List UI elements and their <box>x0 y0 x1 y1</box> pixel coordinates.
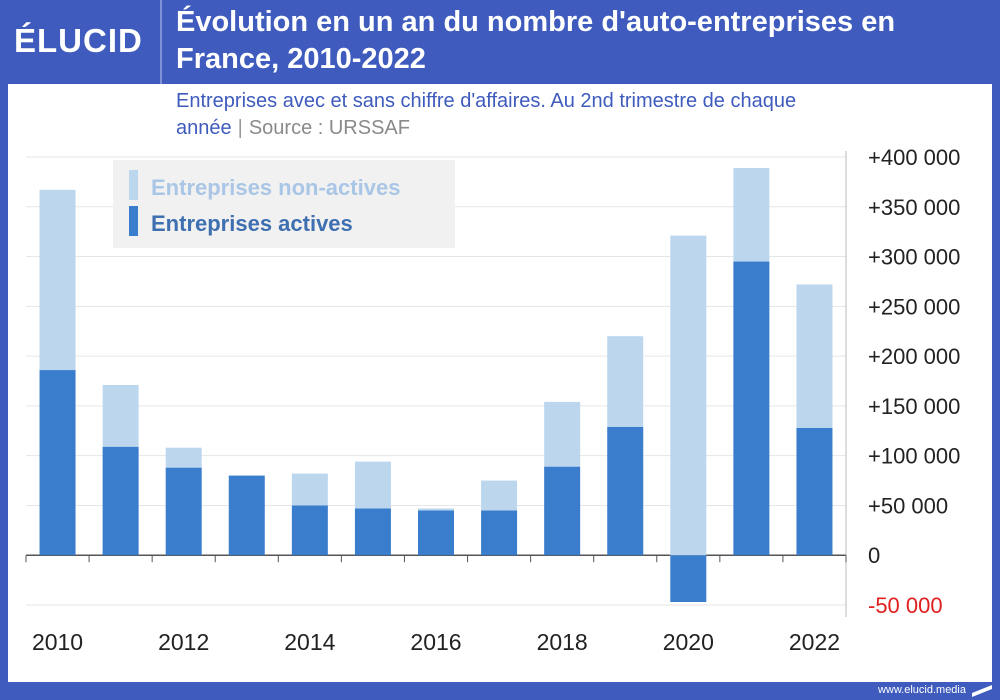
bar-inactive-2021[interactable] <box>733 167 770 262</box>
chart-subtitle: Entreprises avec et sans chiffre d'affai… <box>176 88 876 142</box>
x-tick-label: 2022 <box>789 629 840 655</box>
legend-swatch <box>129 206 138 236</box>
bar-active-2010[interactable] <box>39 370 76 556</box>
y-tick-label: -50 000 <box>868 593 943 618</box>
bar-active-2022[interactable] <box>796 427 833 556</box>
bar-active-2017[interactable] <box>481 510 518 556</box>
bar-inactive-2019[interactable] <box>607 336 644 427</box>
bar-active-2014[interactable] <box>291 505 328 556</box>
x-tick-label: 2018 <box>537 629 588 655</box>
chart-panel: Entreprises avec et sans chiffre d'affai… <box>8 84 992 682</box>
legend-label: Entreprises non-actives <box>151 175 400 200</box>
bar-inactive-2012[interactable] <box>165 447 202 468</box>
bar-active-2021[interactable] <box>733 261 770 556</box>
bar-active-2013[interactable] <box>228 475 265 556</box>
bar-inactive-2018[interactable] <box>544 401 581 467</box>
bar-active-2016[interactable] <box>418 510 454 556</box>
x-tick-label: 2010 <box>32 629 83 655</box>
bar-active-2011[interactable] <box>102 446 139 556</box>
x-tick-label: 2012 <box>158 629 209 655</box>
subtitle-separator: | <box>237 117 243 139</box>
y-tick-label: +150 000 <box>868 394 960 419</box>
legend-swatch <box>129 170 138 200</box>
bar-inactive-2015[interactable] <box>354 461 391 509</box>
bar-inactive-2011[interactable] <box>102 384 139 447</box>
y-tick-label: +350 000 <box>868 195 960 220</box>
elucid-mark-icon <box>972 685 992 697</box>
bar-active-2020[interactable] <box>670 555 707 603</box>
bar-inactive-2014[interactable] <box>291 473 328 506</box>
bar-inactive-2022[interactable] <box>796 284 833 428</box>
y-tick-label: +50 000 <box>868 493 948 518</box>
bar-active-2012[interactable] <box>165 467 202 556</box>
bar-active-2019[interactable] <box>607 426 644 556</box>
bar-active-2018[interactable] <box>544 466 581 556</box>
y-tick-label: +100 000 <box>868 444 960 469</box>
bar-inactive-2016[interactable] <box>418 508 454 511</box>
bar-inactive-2020[interactable] <box>670 235 707 556</box>
logo-separator <box>160 0 162 84</box>
bar-inactive-2010[interactable] <box>39 189 76 371</box>
y-tick-label: +400 000 <box>868 145 960 170</box>
bar-inactive-2017[interactable] <box>481 480 518 511</box>
bar-active-2015[interactable] <box>354 508 391 556</box>
x-tick-label: 2020 <box>663 629 714 655</box>
y-tick-label: +300 000 <box>868 245 960 270</box>
footer-url[interactable]: www.elucid.media <box>877 684 966 696</box>
legend-label: Entreprises actives <box>151 211 353 236</box>
subtitle-text: Entreprises avec et sans chiffre d'affai… <box>176 90 797 139</box>
x-tick-label: 2014 <box>284 629 335 655</box>
chart-title: Évolution en un an du nombre d'auto-entr… <box>176 6 896 75</box>
legend-box <box>113 160 455 248</box>
source-note: Source : URSSAF <box>248 117 410 139</box>
y-tick-label: +200 000 <box>868 344 960 369</box>
stacked-bar-chart: +400 000 +350 000 +300 000 +250 000 +200 000… <box>25 145 960 655</box>
elucid-logo: ÉLUCID <box>14 22 143 59</box>
y-tick-label: +250 000 <box>868 294 960 319</box>
header-bar: ÉLUCID Évolution en un an du nombre d'au… <box>0 0 1000 84</box>
x-tick-label: 2016 <box>410 629 461 655</box>
y-tick-label: 0 <box>868 543 880 568</box>
